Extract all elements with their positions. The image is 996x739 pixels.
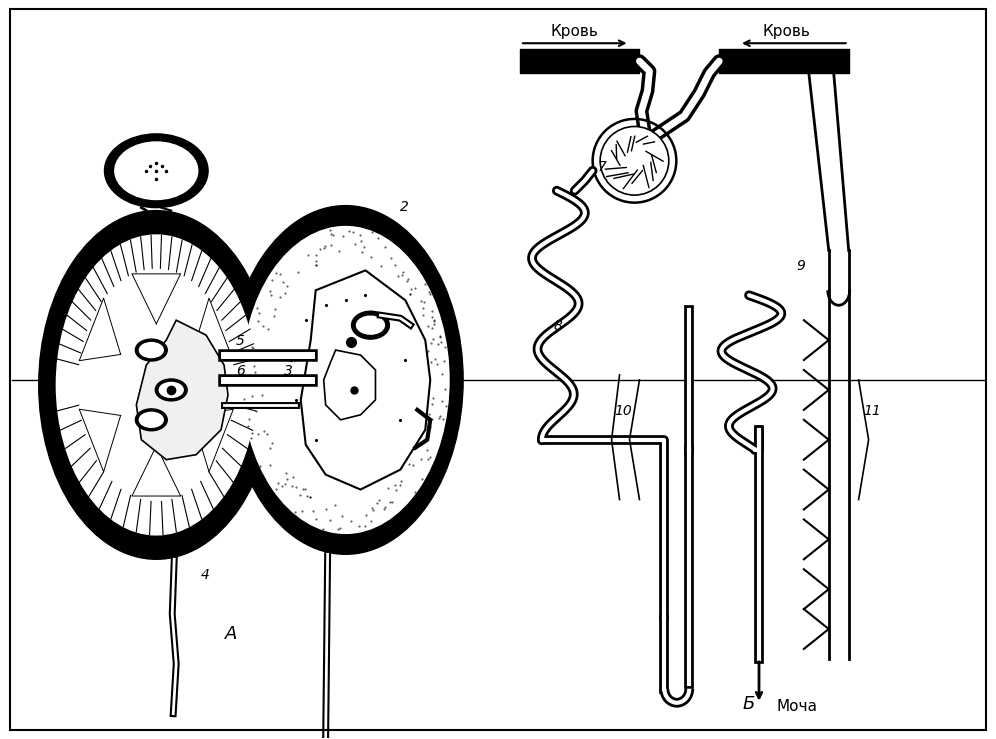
Ellipse shape bbox=[39, 211, 274, 559]
Text: A: A bbox=[225, 625, 237, 643]
Ellipse shape bbox=[352, 311, 389, 339]
Polygon shape bbox=[301, 270, 430, 489]
Text: 4: 4 bbox=[201, 568, 210, 582]
Ellipse shape bbox=[115, 142, 198, 200]
Ellipse shape bbox=[139, 343, 163, 358]
Text: 7: 7 bbox=[598, 160, 607, 174]
Text: 2: 2 bbox=[400, 200, 409, 214]
Ellipse shape bbox=[228, 205, 463, 554]
Polygon shape bbox=[136, 320, 228, 460]
Text: 3: 3 bbox=[284, 364, 293, 378]
Text: 5: 5 bbox=[236, 334, 245, 348]
Text: 11: 11 bbox=[864, 403, 881, 418]
Ellipse shape bbox=[105, 134, 208, 208]
Text: 1: 1 bbox=[435, 449, 444, 463]
Ellipse shape bbox=[357, 316, 384, 334]
Ellipse shape bbox=[57, 235, 256, 535]
Ellipse shape bbox=[139, 412, 163, 427]
Ellipse shape bbox=[155, 379, 187, 401]
Text: Моча: Моча bbox=[777, 698, 818, 714]
Text: 9: 9 bbox=[797, 259, 806, 273]
Ellipse shape bbox=[242, 227, 449, 534]
Ellipse shape bbox=[159, 383, 183, 398]
Ellipse shape bbox=[135, 339, 167, 361]
Text: Б: Б bbox=[743, 695, 755, 712]
Polygon shape bbox=[324, 350, 375, 420]
Text: 8: 8 bbox=[554, 319, 563, 333]
Text: 10: 10 bbox=[615, 403, 632, 418]
Ellipse shape bbox=[135, 409, 167, 431]
Text: Кровь: Кровь bbox=[551, 24, 599, 39]
Circle shape bbox=[601, 126, 668, 195]
Text: 6: 6 bbox=[236, 364, 245, 378]
Text: Кровь: Кровь bbox=[763, 24, 811, 39]
